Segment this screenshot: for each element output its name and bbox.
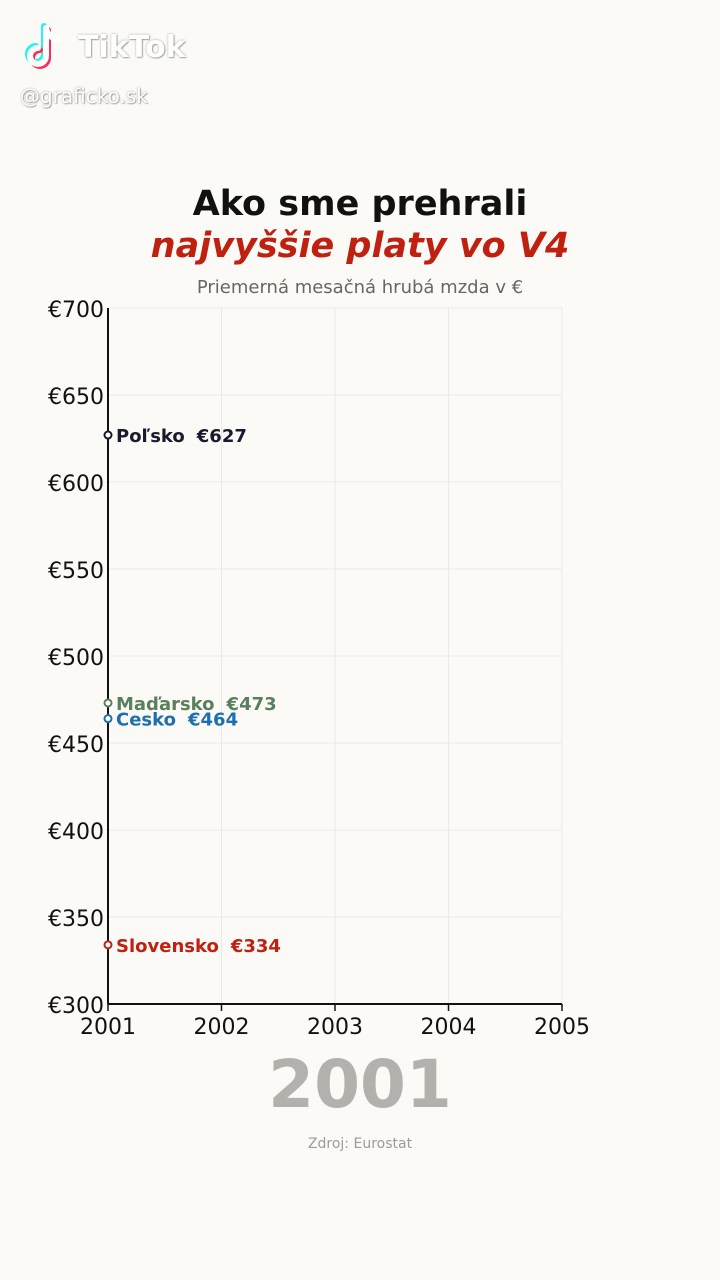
- chart-title: Ako sme prehrali: [192, 184, 528, 224]
- series-value-label: €627: [196, 426, 247, 447]
- y-tick-label: €500: [48, 646, 104, 671]
- series-point: [103, 430, 113, 440]
- series-layer: Poľsko €627 Maďarsko €473 Cesko €464 Slovensko…: [103, 426, 281, 957]
- y-tick-label: €700: [48, 298, 104, 323]
- series-name-label: Slovensko: [116, 936, 219, 957]
- tiktok-wordmark: TikTok: [78, 30, 186, 65]
- y-tick-label: €550: [48, 559, 104, 584]
- y-tick-label: €400: [48, 820, 104, 845]
- series-point: [103, 698, 113, 708]
- creator-handle[interactable]: @graficko.sk: [20, 84, 148, 108]
- y-tick-label: €450: [48, 733, 104, 758]
- series-value-label: €464: [187, 710, 238, 731]
- tiktok-logo-icon: [25, 23, 61, 69]
- current-year-label: 2001: [268, 1046, 452, 1123]
- series-value-label: €473: [226, 694, 277, 715]
- y-tick-label: €300: [48, 994, 104, 1019]
- y-tick-label: €600: [48, 472, 104, 497]
- series-name-label: Maďarsko: [116, 694, 215, 715]
- x-tick-label: 2002: [194, 1015, 250, 1040]
- series-name-label: Cesko: [116, 710, 176, 731]
- chart-title-accent: najvyššie platy vo V4: [150, 226, 570, 266]
- grid-layer: [107, 307, 563, 1005]
- x-tick-label: 2001: [80, 1015, 136, 1040]
- y-tick-label: €350: [48, 907, 104, 932]
- series-point: [103, 714, 113, 724]
- axis-layer: €300 €350 €400 €450 €500 €550 €600 €650 €700 2001…: [48, 298, 590, 1040]
- series-name-label: Poľsko: [116, 426, 185, 447]
- series-point: [103, 940, 113, 950]
- chart-subtitle: Priemerná mesačná hrubá mzda v €: [196, 277, 524, 298]
- x-tick-label: 2003: [307, 1015, 363, 1040]
- y-tick-label: €650: [48, 385, 104, 410]
- source-note: Zdroj: Eurostat: [307, 1136, 413, 1152]
- x-tick-label: 2005: [534, 1015, 590, 1040]
- series-value-label: €334: [230, 936, 281, 957]
- x-tick-label: 2004: [421, 1015, 477, 1040]
